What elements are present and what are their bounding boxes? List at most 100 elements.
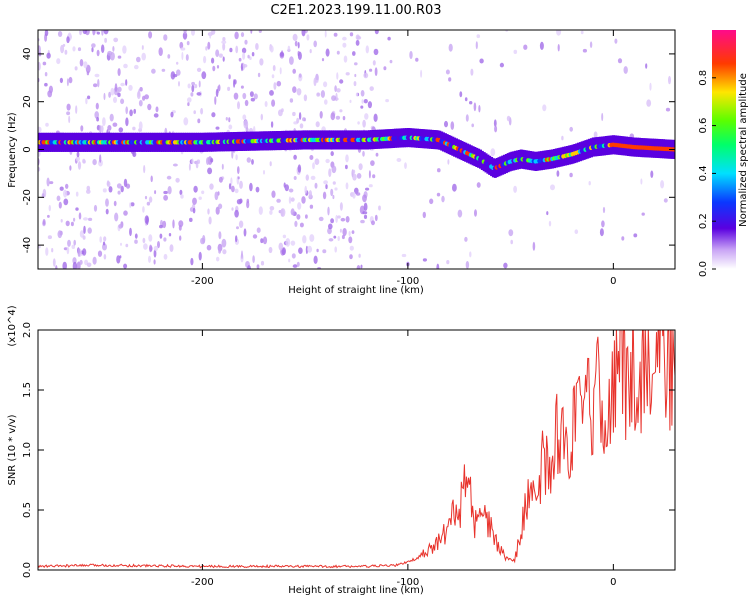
noise-speckle (78, 212, 82, 220)
noise-speckle (276, 198, 281, 203)
noise-speckle (292, 111, 296, 117)
noise-speckle (378, 205, 381, 211)
noise-speckle (292, 264, 298, 268)
noise-speckle (550, 184, 555, 191)
noise-speckle (233, 79, 236, 88)
colorbar-tick-label: 0.8 (698, 70, 709, 86)
noise-speckle (102, 188, 107, 193)
noise-speckle (364, 113, 369, 120)
noise-speckle (422, 211, 426, 219)
noise-speckle (355, 92, 358, 97)
noise-speckle (294, 220, 298, 227)
noise-speckle (120, 242, 122, 246)
noise-speckle (358, 253, 361, 258)
noise-speckle (55, 265, 58, 269)
noise-speckle (188, 163, 191, 171)
noise-speckle (143, 243, 148, 250)
noise-speckle (354, 62, 358, 66)
noise-speckle (473, 102, 477, 112)
noise-speckle (172, 163, 178, 167)
y-tick-label: 1.0 (22, 442, 33, 458)
noise-speckle (668, 75, 671, 85)
noise-speckle (328, 223, 333, 230)
noise-speckle (271, 99, 276, 107)
noise-speckle (330, 112, 336, 121)
noise-speckle (499, 62, 504, 68)
noise-speckle (260, 238, 264, 244)
noise-speckle (289, 98, 294, 103)
noise-speckle (80, 125, 84, 132)
noise-speckle (373, 113, 378, 123)
noise-speckle (601, 112, 604, 122)
noise-speckle (298, 112, 302, 120)
noise-speckle (216, 65, 220, 69)
noise-speckle (375, 152, 379, 157)
noise-speckle (187, 97, 192, 103)
noise-speckle (312, 162, 315, 170)
noise-speckle (178, 81, 180, 87)
noise-speckle (297, 41, 300, 49)
noise-speckle (313, 77, 317, 87)
noise-speckle (593, 131, 598, 138)
noise-speckle (353, 81, 357, 87)
noise-speckle (218, 231, 222, 240)
noise-speckle (621, 236, 625, 241)
noise-speckle (256, 264, 260, 269)
noise-speckle (191, 158, 194, 165)
noise-speckle (176, 69, 181, 76)
noise-speckle (138, 89, 140, 97)
noise-speckle (38, 61, 41, 71)
noise-speckle (147, 103, 152, 111)
noise-speckle (190, 257, 194, 266)
noise-speckle (159, 233, 163, 239)
noise-speckle (633, 233, 638, 238)
noise-speckle (75, 105, 78, 114)
noise-speckle (240, 63, 244, 72)
snr-plot-area (38, 330, 675, 570)
noise-speckle (532, 241, 536, 251)
noise-speckle (231, 185, 235, 193)
noise-speckle (374, 30, 379, 35)
noise-speckle (38, 245, 41, 249)
noise-speckle (138, 100, 143, 107)
noise-speckle (123, 263, 128, 269)
noise-speckle (360, 90, 365, 97)
noise-speckle (99, 236, 102, 243)
noise-speckle (371, 220, 375, 226)
noise-speckle (290, 240, 296, 246)
noise-speckle (292, 86, 297, 93)
noise-speckle (269, 90, 274, 96)
noise-speckle (93, 204, 98, 212)
noise-speckle (167, 54, 171, 59)
noise-speckle (144, 94, 150, 100)
noise-speckle (242, 52, 246, 60)
noise-speckle (476, 182, 481, 188)
noise-speckle (588, 181, 591, 186)
noise-speckle (242, 114, 247, 120)
noise-speckle (309, 49, 312, 54)
noise-speckle (56, 195, 61, 202)
noise-speckle (251, 52, 255, 57)
noise-speckle (103, 253, 107, 260)
noise-speckle (144, 195, 148, 200)
noise-speckle (79, 230, 84, 238)
noise-speckle (327, 206, 330, 216)
noise-speckle (238, 57, 242, 62)
noise-speckle (77, 161, 82, 170)
noise-speckle (198, 80, 201, 88)
noise-speckle (363, 214, 368, 219)
noise-speckle (314, 182, 318, 189)
noise-speckle (352, 173, 357, 181)
noise-speckle (304, 185, 308, 194)
noise-speckle (479, 58, 484, 64)
noise-speckle (120, 82, 125, 87)
noise-speckle (256, 227, 261, 233)
noise-speckle (48, 204, 51, 212)
noise-speckle (96, 31, 100, 35)
noise-speckle (396, 158, 402, 162)
noise-speckle (557, 44, 560, 52)
noise-speckle (176, 61, 179, 65)
noise-speckle (172, 74, 178, 78)
noise-speckle (75, 191, 79, 197)
